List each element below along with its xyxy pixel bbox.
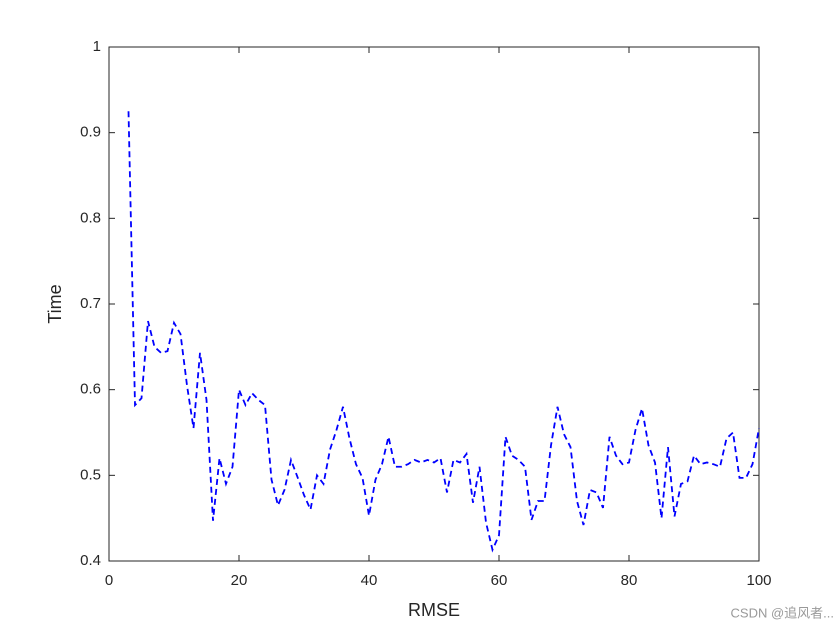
y-tick-label: 1 xyxy=(93,38,101,55)
y-axis-label: Time xyxy=(45,284,65,323)
x-tick-label: 20 xyxy=(231,572,248,589)
y-tick-label: 0.4 xyxy=(80,552,101,569)
y-tick-label: 0.6 xyxy=(80,381,101,398)
line xyxy=(127,111,760,553)
x-tick-label: 100 xyxy=(746,572,771,589)
x-tick-label: 60 xyxy=(491,572,508,589)
x-tick-label: 40 xyxy=(361,572,378,589)
x-tick-label: 80 xyxy=(621,572,638,589)
y-tick-label: 0.8 xyxy=(80,209,101,226)
plot-area xyxy=(108,46,760,562)
y-tick-label: 0.5 xyxy=(80,466,101,483)
watermark: CSDN @追风者... xyxy=(731,605,834,620)
x-tick-label: 0 xyxy=(105,572,113,589)
y-tick-label: 0.9 xyxy=(80,124,101,141)
x-axis-label: RMSE xyxy=(408,600,460,620)
y-tick-label: 0.7 xyxy=(80,295,101,312)
